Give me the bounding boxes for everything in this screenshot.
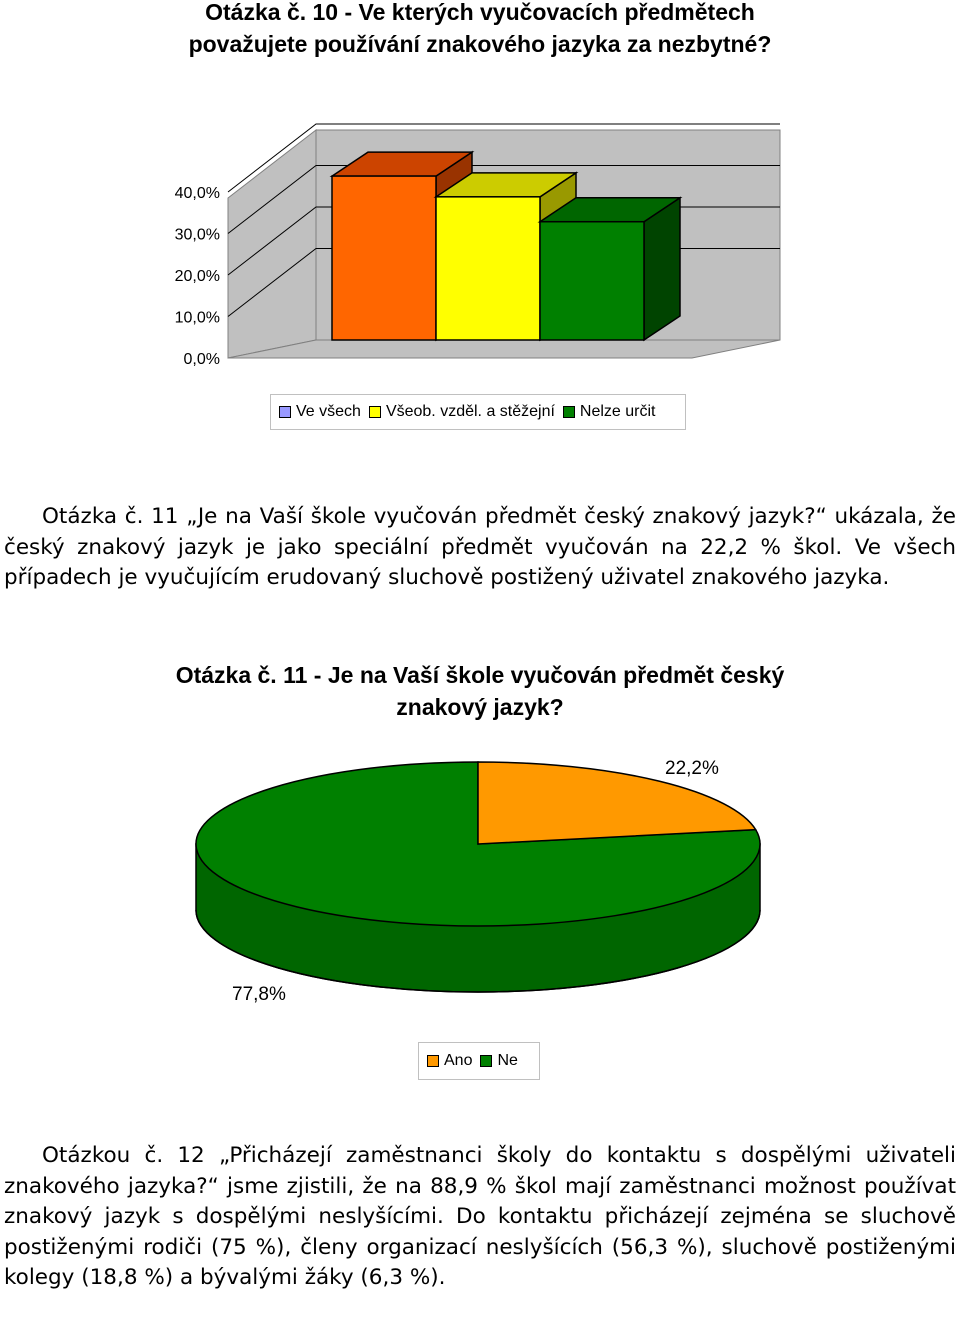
legend-label: Ne [497,1052,518,1069]
chart1-title: Otázka č. 10 - Ve kterých vyučovacích př… [188,0,772,57]
paragraph-text: Otázka č. 11 „Je na Vaší škole vyučován … [4,504,956,590]
legend-label: Ve všech [296,403,361,420]
legend-swatch [368,406,381,418]
bar-side [643,196,681,342]
y-axis-ticks: 40,0% 30,0% 20,0% 10,0% 0,0% [175,185,220,368]
legend-item-ve-vsech: Ve všech [279,403,361,421]
legend-item-nelze-urcit: Nelze určit [562,403,656,421]
legend-swatch [480,1055,493,1067]
chart1-legend: Ve všech Všeob. vzděl. a stěžejní Nelze … [270,394,686,430]
grid-line [227,165,780,234]
legend-label: Nelze určit [579,403,656,420]
chart-side-wall [227,128,317,359]
bar-2 [537,196,683,342]
y-tick-label: 40,0% [175,185,220,202]
paragraph-otazka-11: Otázka č. 11 „Je na Vaší škole vyučován … [4,502,956,594]
bar-chart: 40,0% 30,0% 20,0% 10,0% 0,0% [175,123,781,368]
paragraph-text: Otázkou č. 12 „Přicházejí zaměstnanci šk… [4,1143,956,1290]
bars [329,150,683,342]
pie-slice-ano [477,761,757,845]
chart2-title: Otázka č. 11 - Je na Vaší škole vyučován… [175,662,785,720]
pie-data-label-ano: 22,2% [665,758,719,779]
legend-item-vseob-vzdel: Všeob. vzděl. a stěžejní [368,403,555,421]
pie-chart [195,761,761,993]
bar-front [331,175,437,341]
y-tick-label: 20,0% [175,268,220,285]
pie-data-label-ne: 77,8% [232,984,286,1005]
pie-side-outline [195,909,761,993]
y-tick-label: 0,0% [184,351,220,368]
bar-front [539,220,645,341]
grid-line [227,123,780,193]
paragraph-otazka-12: Otázkou č. 12 „Přicházejí zaměstnanci šk… [4,1141,956,1294]
legend-swatch [279,406,291,418]
legend-item-ne: Ne [480,1052,518,1070]
legend-label: Všeob. vzděl. a stěžejní [385,403,555,420]
legend-label: Ano [444,1052,473,1069]
chart-floor [227,339,781,359]
chart2-legend: Ano Ne [418,1042,540,1080]
legend-swatch [427,1055,439,1067]
legend-swatch [562,406,575,418]
y-tick-label: 30,0% [175,227,220,244]
legend-item-ano: Ano [427,1052,472,1070]
y-tick-label: 10,0% [175,310,220,327]
bar-front [435,196,541,341]
